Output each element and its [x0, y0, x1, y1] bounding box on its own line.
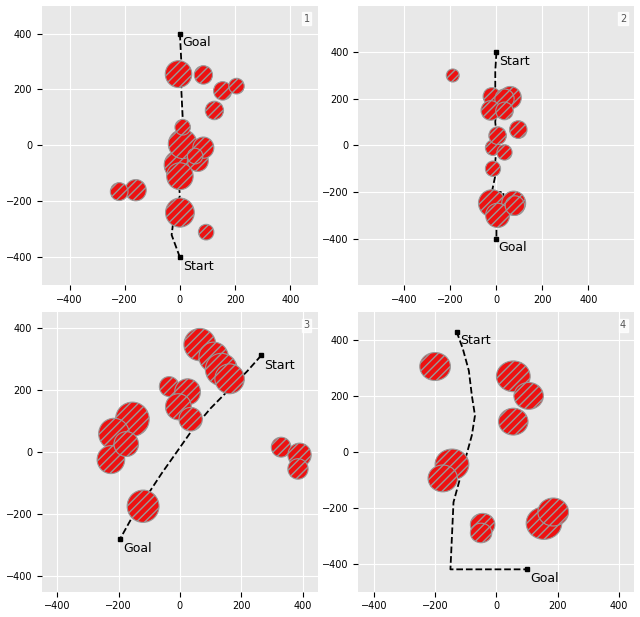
Circle shape	[159, 376, 179, 397]
Circle shape	[288, 443, 311, 467]
Circle shape	[435, 449, 469, 480]
Circle shape	[166, 394, 191, 420]
Circle shape	[481, 101, 500, 120]
Circle shape	[166, 198, 195, 227]
Circle shape	[483, 88, 500, 106]
Circle shape	[509, 121, 527, 138]
Circle shape	[446, 69, 459, 82]
Circle shape	[166, 163, 193, 189]
Circle shape	[198, 225, 214, 240]
Text: Goal: Goal	[499, 241, 527, 254]
Circle shape	[428, 465, 458, 492]
Circle shape	[496, 102, 513, 120]
Circle shape	[499, 86, 521, 109]
Circle shape	[188, 148, 203, 164]
Text: Goal: Goal	[182, 36, 211, 49]
Circle shape	[199, 342, 228, 372]
Circle shape	[99, 418, 129, 449]
Text: Start: Start	[460, 334, 490, 347]
Circle shape	[175, 120, 190, 135]
Circle shape	[470, 513, 495, 536]
Circle shape	[114, 432, 138, 457]
Circle shape	[127, 490, 159, 523]
Circle shape	[214, 81, 232, 100]
Circle shape	[502, 191, 525, 215]
Text: 1: 1	[303, 14, 310, 24]
Circle shape	[215, 364, 244, 394]
Text: Start: Start	[499, 54, 529, 67]
Circle shape	[485, 161, 500, 176]
Circle shape	[193, 137, 214, 159]
Circle shape	[288, 458, 308, 479]
Text: 3: 3	[303, 320, 310, 330]
Circle shape	[526, 507, 562, 539]
Text: Start: Start	[264, 358, 295, 371]
Circle shape	[470, 523, 492, 543]
Circle shape	[179, 407, 202, 431]
Circle shape	[489, 126, 506, 144]
Circle shape	[165, 60, 192, 88]
Circle shape	[499, 408, 528, 435]
Text: Goal: Goal	[123, 542, 152, 555]
Circle shape	[205, 354, 237, 386]
Circle shape	[175, 379, 200, 405]
Circle shape	[125, 180, 146, 201]
Circle shape	[97, 445, 125, 474]
Circle shape	[495, 89, 514, 109]
Circle shape	[538, 498, 568, 526]
Circle shape	[110, 183, 128, 201]
Circle shape	[205, 101, 223, 120]
Circle shape	[486, 203, 509, 228]
Text: Start: Start	[182, 260, 213, 273]
Circle shape	[479, 189, 505, 217]
Circle shape	[505, 196, 525, 215]
Circle shape	[188, 150, 209, 172]
Circle shape	[497, 361, 530, 392]
Circle shape	[168, 130, 197, 159]
Circle shape	[195, 65, 212, 84]
Circle shape	[115, 402, 149, 436]
Circle shape	[420, 352, 451, 381]
Circle shape	[271, 437, 291, 457]
Text: 2: 2	[620, 14, 626, 24]
Circle shape	[184, 328, 216, 361]
Circle shape	[497, 145, 512, 160]
Circle shape	[514, 383, 543, 409]
Text: 4: 4	[620, 320, 626, 330]
Circle shape	[485, 140, 500, 155]
Circle shape	[228, 78, 244, 94]
Circle shape	[164, 151, 193, 180]
Text: Goal: Goal	[530, 572, 559, 585]
